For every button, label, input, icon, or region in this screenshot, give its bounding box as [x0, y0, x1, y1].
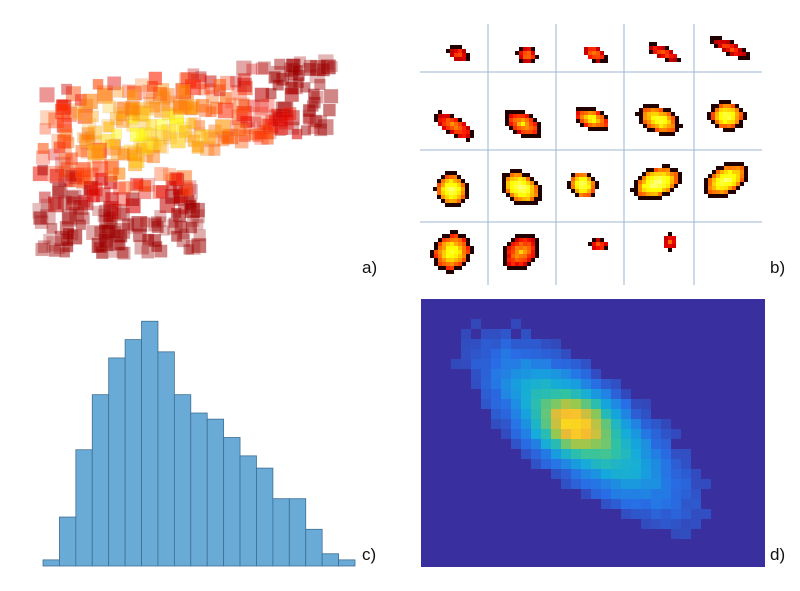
slice-image: [505, 110, 541, 138]
histogram-bar: [305, 528, 323, 567]
panel-d-label: d): [770, 545, 786, 564]
slice-image: [649, 42, 681, 62]
slice-image: [584, 47, 608, 63]
voxel-cloud: [32, 54, 339, 260]
slice-image: [635, 104, 683, 136]
histogram: [42, 320, 356, 567]
panel-b-label: b): [770, 258, 786, 277]
panel-c-label: c): [362, 545, 377, 564]
slice-image: [434, 110, 474, 142]
histogram-bar: [321, 553, 339, 567]
slice-image: [430, 230, 474, 274]
slice-image: [433, 171, 469, 207]
histogram-bar: [173, 394, 192, 567]
histogram-bar: [108, 357, 126, 567]
panel-b: b): [400, 0, 800, 290]
histogram-bar: [59, 516, 77, 567]
slice-image: [588, 238, 608, 250]
panel-a: a): [0, 0, 400, 290]
histogram-bar: [141, 320, 159, 567]
slice-grid: [420, 24, 762, 285]
slice-image: [515, 47, 539, 63]
histogram-bar: [288, 498, 307, 567]
slice-image: [710, 36, 750, 60]
histogram-bar: [223, 437, 241, 567]
heatmap-cells: [451, 319, 711, 539]
slice-image: [664, 232, 676, 252]
slice-image: [446, 45, 470, 61]
slice-image: [576, 107, 608, 131]
panel-c: c): [0, 295, 400, 591]
histogram-bar: [239, 455, 257, 567]
heatmap: [421, 299, 765, 567]
histogram-bar: [190, 412, 208, 567]
histogram-bar: [338, 559, 356, 567]
histogram-bar: [75, 449, 93, 567]
voxel-3d-render: [32, 54, 339, 260]
histogram-bar: [124, 339, 142, 567]
histogram-bar: [272, 498, 290, 567]
slice-image: [707, 100, 747, 132]
histogram-bar: [42, 559, 60, 567]
slice-image: [630, 164, 682, 200]
histogram-bar: [91, 394, 110, 567]
slice-image: [704, 162, 748, 198]
panel-a-label: a): [362, 258, 378, 277]
slice-image: [503, 234, 539, 270]
histogram-bar: [157, 351, 175, 567]
slice-image: [567, 173, 599, 197]
histogram-bar: [206, 418, 225, 567]
slice-image: [502, 169, 542, 205]
panel-d: d): [400, 295, 800, 591]
histogram-bar: [256, 467, 274, 567]
